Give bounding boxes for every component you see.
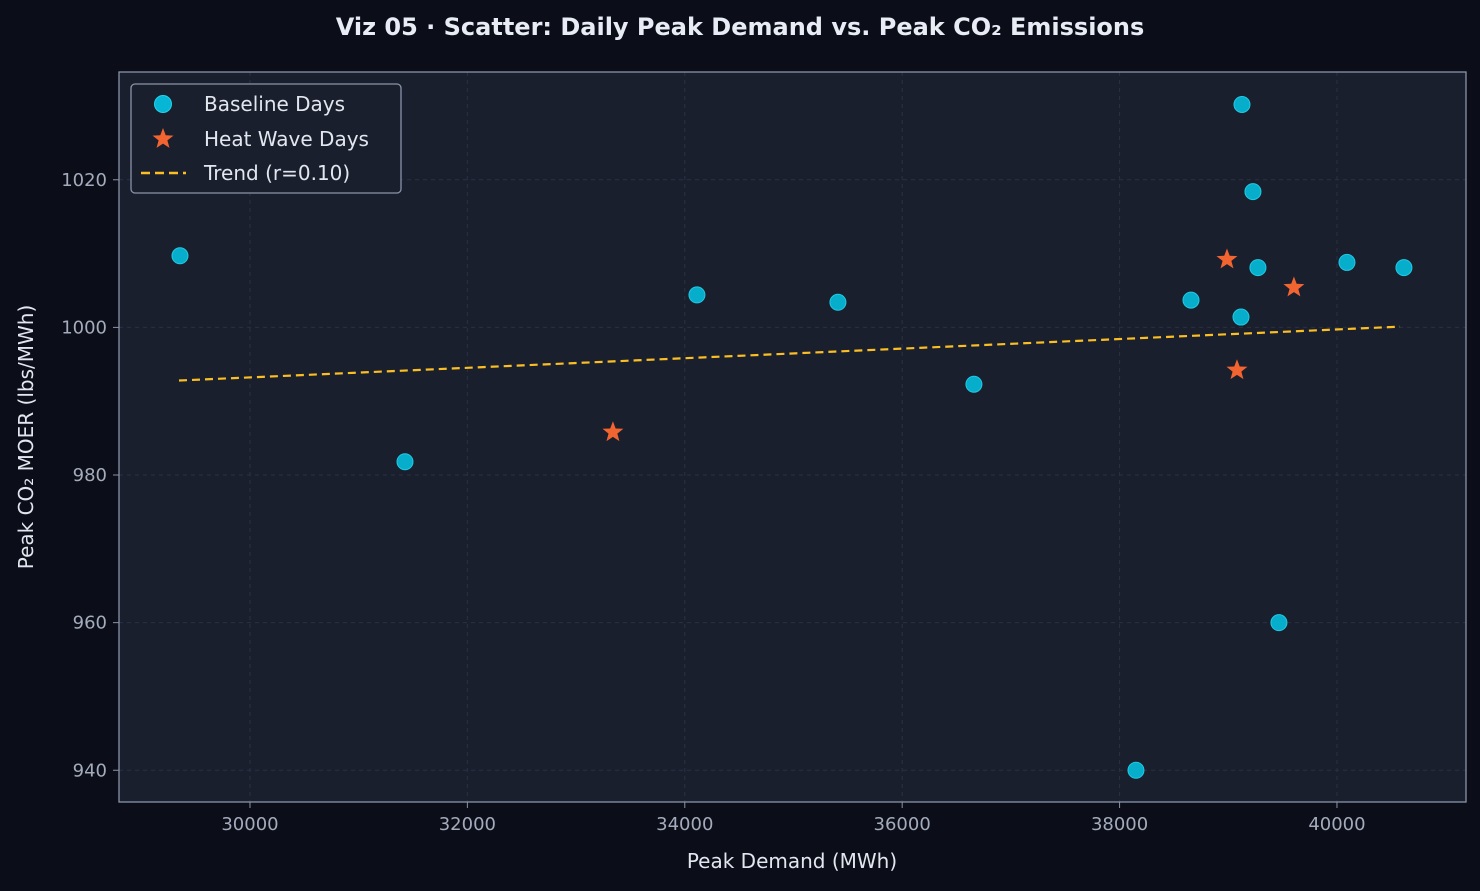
- x-tick-label: 40000: [1308, 814, 1365, 835]
- baseline-point: [1244, 183, 1262, 201]
- legend-box: [130, 83, 402, 194]
- legend-label-trend: Trend (r=0.10): [203, 161, 350, 185]
- y-tick-label: 980: [73, 465, 107, 486]
- chart-title: Viz 05 · Scatter: Daily Peak Demand vs. …: [336, 13, 1145, 41]
- baseline-point: [1233, 95, 1251, 113]
- legend: Baseline Days Heat Wave Days Trend (r=0.…: [130, 83, 402, 194]
- plot-area: [119, 72, 1466, 802]
- baseline-point: [1338, 253, 1356, 271]
- baseline-point: [171, 247, 189, 265]
- x-tick-label: 30000: [221, 814, 278, 835]
- legend-circle-icon: [154, 95, 172, 113]
- baseline-point: [1232, 308, 1250, 326]
- x-ticks: 30000 32000 34000 36000 38000 40000: [221, 802, 1366, 835]
- x-axis-label: Peak Demand (MWh): [687, 849, 897, 873]
- baseline-point: [1182, 291, 1200, 309]
- baseline-point: [829, 293, 847, 311]
- heatwave-point: [1216, 248, 1238, 269]
- grid: [119, 72, 1466, 802]
- trend-layer: [178, 325, 1401, 382]
- y-tick-label: 1020: [61, 170, 107, 191]
- points-layer: [171, 95, 1413, 779]
- y-tick-label: 940: [73, 760, 107, 781]
- heatwave-point: [1226, 359, 1248, 380]
- baseline-point: [1249, 259, 1267, 277]
- x-tick-label: 34000: [656, 814, 713, 835]
- baseline-point: [1395, 259, 1413, 277]
- baseline-point: [1270, 614, 1288, 632]
- x-tick-label: 32000: [439, 814, 496, 835]
- x-tick-label: 38000: [1091, 814, 1148, 835]
- legend-label-heatwave: Heat Wave Days: [204, 127, 369, 151]
- y-axis-label: Peak CO₂ MOER (lbs/MWh): [14, 305, 38, 570]
- x-tick-label: 36000: [874, 814, 931, 835]
- baseline-point: [396, 453, 414, 471]
- baseline-point: [1127, 761, 1145, 779]
- trend-line: [178, 325, 1401, 382]
- heatwave-point: [1283, 276, 1305, 297]
- heatwave-point: [602, 421, 624, 442]
- y-tick-label: 960: [73, 613, 107, 634]
- baseline-point: [965, 375, 983, 393]
- legend-label-baseline: Baseline Days: [204, 92, 345, 116]
- plot-frame: [118, 71, 1467, 803]
- legend-star-icon: [152, 128, 174, 148]
- baseline-point: [688, 286, 706, 304]
- y-tick-label: 1000: [61, 317, 107, 338]
- y-ticks: 940 960 980 1000 1020: [61, 170, 119, 781]
